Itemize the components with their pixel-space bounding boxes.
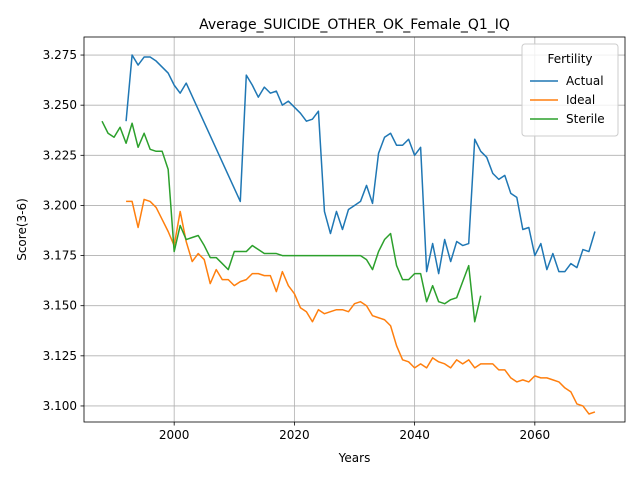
- x-tick-label: 2020: [279, 428, 310, 442]
- y-tick-label: 3.225: [43, 148, 77, 162]
- y-tick-label: 3.175: [43, 249, 77, 263]
- y-tick-label: 3.250: [43, 98, 77, 112]
- x-tick-label: 2060: [520, 428, 551, 442]
- legend: Fertility Actual Ideal Sterile: [521, 43, 619, 137]
- axis-ticks: 2000 2020 2040 2060 3.100 3.125 3.150 3.175 3.20…: [43, 48, 550, 442]
- legend-title: Fertility: [547, 52, 592, 66]
- y-tick-label: 3.100: [43, 399, 77, 413]
- x-tick-label: 2000: [159, 428, 190, 442]
- chart-title: Average_SUICIDE_OTHER_OK_Female_Q1_IQ: [199, 17, 510, 33]
- y-tick-label: 3.275: [43, 48, 77, 62]
- x-tick-label: 2040: [399, 428, 430, 442]
- series-line-sterile: [101, 120, 482, 323]
- series-line-ideal: [126, 198, 596, 415]
- x-axis-label: Years: [338, 451, 371, 465]
- y-tick-label: 3.125: [43, 349, 77, 363]
- y-tick-label: 3.200: [43, 198, 77, 212]
- y-axis-label: Score(3-6): [15, 198, 29, 261]
- legend-box: [521, 43, 619, 137]
- legend-label-ideal: Ideal: [566, 93, 595, 107]
- legend-label-sterile: Sterile: [566, 112, 605, 126]
- plot-frame: [83, 36, 626, 423]
- legend-label-actual: Actual: [566, 74, 604, 88]
- series-line-actual: [125, 54, 596, 275]
- legend-items: Actual Ideal Sterile: [530, 74, 605, 126]
- y-tick-label: 3.150: [43, 299, 77, 313]
- series-lines: [101, 54, 596, 415]
